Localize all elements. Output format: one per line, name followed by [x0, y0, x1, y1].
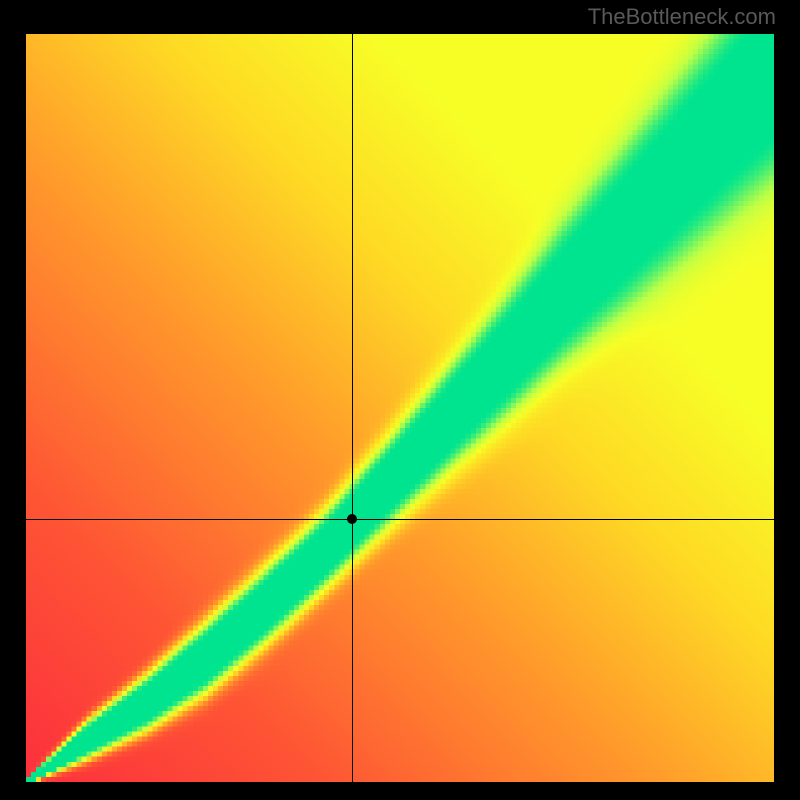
attribution-text: TheBottleneck.com [588, 4, 776, 30]
heatmap-canvas [26, 34, 774, 782]
heatmap-plot [26, 34, 774, 782]
chart-wrap: TheBottleneck.com [0, 0, 800, 800]
